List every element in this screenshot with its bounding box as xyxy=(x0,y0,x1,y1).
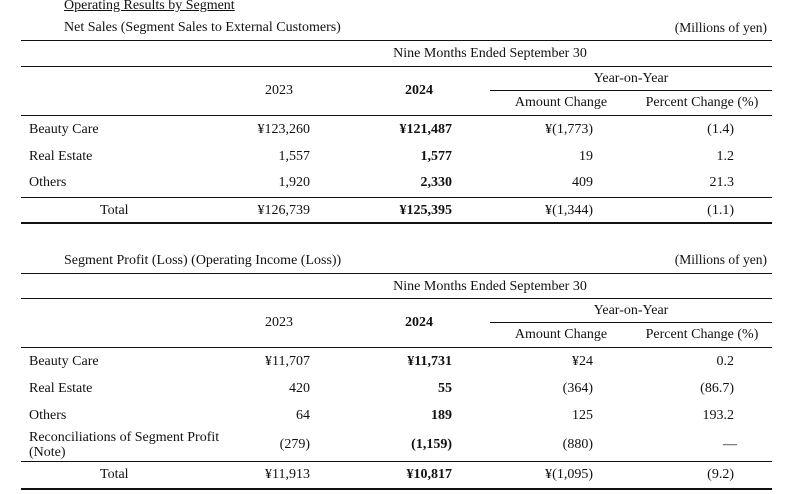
rule xyxy=(21,115,772,116)
rule xyxy=(21,298,772,299)
yoy-header: Year-on-Year xyxy=(593,71,669,86)
rule xyxy=(21,273,772,274)
amount-change: ¥24 xyxy=(572,354,593,369)
value-2024: ¥11,731 xyxy=(407,354,452,369)
amount-change: ¥(1,773) xyxy=(545,122,593,137)
year-2023-header: 2023 xyxy=(265,83,293,98)
value-2023: ¥11,707 xyxy=(265,354,310,369)
percent-change-header: Percent Change (%) xyxy=(645,327,759,342)
rule xyxy=(21,488,772,490)
amount-change-header: Amount Change xyxy=(514,327,608,342)
rule xyxy=(490,90,772,91)
value-2023: 64 xyxy=(296,408,310,423)
percent-change-header: Percent Change (%) xyxy=(645,95,759,110)
amount-change: (880) xyxy=(562,437,593,452)
total-label: Total xyxy=(100,203,129,218)
amount-change: 125 xyxy=(572,408,593,423)
value-2024: 2,330 xyxy=(420,175,453,190)
net-sales-unit: (Millions of yen) xyxy=(674,20,767,35)
rule xyxy=(21,66,772,67)
total-label: Total xyxy=(100,467,129,482)
segment-label: Real Estate xyxy=(29,149,93,164)
rule xyxy=(21,222,772,224)
segment-label: Others xyxy=(29,175,67,190)
segment-label: Beauty Care xyxy=(29,122,99,137)
value-2024: 55 xyxy=(438,381,452,396)
segment-label: Others xyxy=(29,408,67,423)
percent-change: 1.2 xyxy=(716,149,735,164)
percent-change: 193.2 xyxy=(702,408,735,423)
amount-change: 409 xyxy=(572,175,593,190)
segment-profit-unit: (Millions of yen) xyxy=(674,252,767,267)
period-header: Nine Months Ended September 30 xyxy=(393,279,587,294)
segment-label: Real Estate xyxy=(29,381,93,396)
value-2023: ¥126,739 xyxy=(257,203,311,218)
value-2024: ¥10,817 xyxy=(406,467,453,482)
amount-change: (364) xyxy=(562,381,593,396)
percent-change: 0.2 xyxy=(716,354,735,369)
percent-change: 21.3 xyxy=(709,175,735,190)
value-2023: ¥11,913 xyxy=(265,467,310,482)
percent-change: — xyxy=(723,437,737,452)
value-2023: (279) xyxy=(279,437,310,452)
amount-change: ¥(1,344) xyxy=(545,203,593,218)
segment-profit-caption: Segment Profit (Loss) (Operating Income … xyxy=(64,253,342,268)
value-2024: (1,159) xyxy=(411,437,452,452)
year-2024-header: 2024 xyxy=(405,83,433,98)
rule xyxy=(21,347,772,348)
percent-change: (1.4) xyxy=(707,122,734,137)
year-2024-header: 2024 xyxy=(405,315,433,330)
amount-change-header: Amount Change xyxy=(514,95,608,110)
rule xyxy=(21,461,772,462)
yoy-header: Year-on-Year xyxy=(593,303,669,318)
net-sales-caption: Net Sales (Segment Sales to External Cus… xyxy=(64,20,341,35)
value-2024: 1,577 xyxy=(420,149,453,164)
segment-label: Reconciliations of Segment Profit (Note) xyxy=(29,430,220,460)
percent-change: (1.1) xyxy=(707,203,734,218)
percent-change: (9.2) xyxy=(707,467,734,482)
value-2023: 1,557 xyxy=(278,149,311,164)
amount-change: 19 xyxy=(579,149,593,164)
value-2024: ¥121,487 xyxy=(399,122,453,137)
rule xyxy=(21,197,772,198)
value-2024: 189 xyxy=(431,408,452,423)
rule xyxy=(490,322,772,323)
amount-change: ¥(1,095) xyxy=(545,467,593,482)
period-header: Nine Months Ended September 30 xyxy=(393,46,587,61)
value-2023: 1,920 xyxy=(278,175,311,190)
rule xyxy=(21,40,772,41)
year-2023-header: 2023 xyxy=(265,315,293,330)
segment-label: Beauty Care xyxy=(29,354,99,369)
value-2023: 420 xyxy=(289,381,310,396)
value-2024: ¥125,395 xyxy=(399,203,453,218)
percent-change: (86.7) xyxy=(700,381,734,396)
page-title: Operating Results by Segment xyxy=(64,0,235,13)
value-2023: ¥123,260 xyxy=(257,122,311,137)
